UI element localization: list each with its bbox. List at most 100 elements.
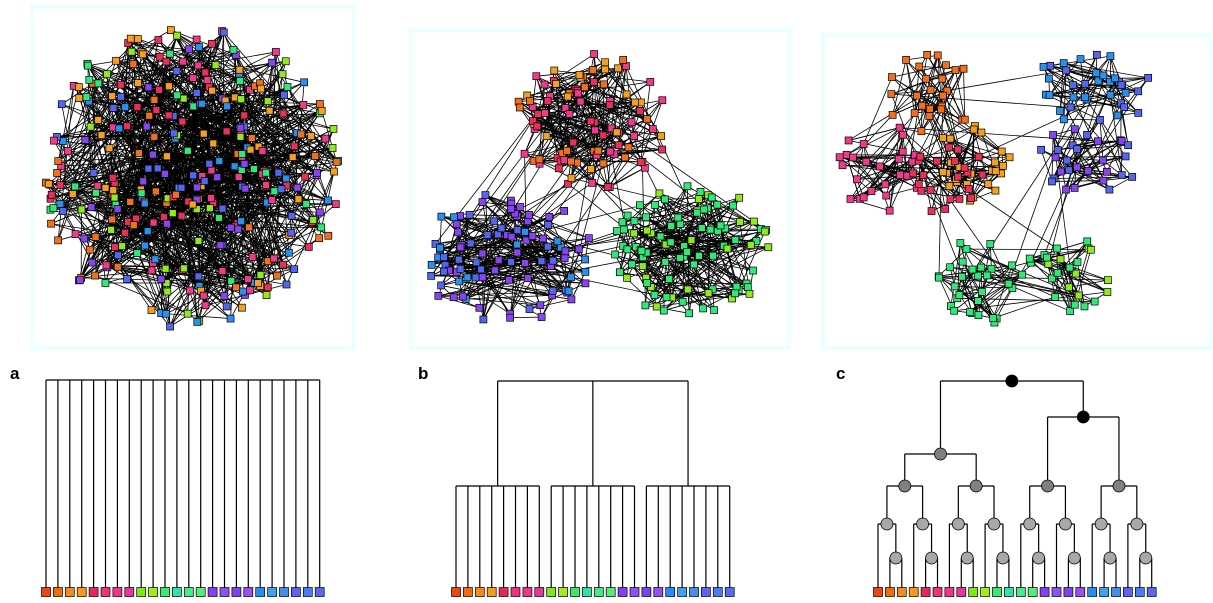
network-node [946,263,954,272]
tree-internal-node [1067,551,1081,565]
network-node [926,105,934,113]
network-node [123,275,131,283]
network-node [281,57,290,66]
network-node [1121,88,1130,97]
network-node [197,99,206,108]
network-node [882,191,891,200]
network-node [599,131,608,140]
network-node [166,49,174,58]
tree-internal-node [987,517,1001,531]
network-node [544,220,552,229]
network-node [93,181,102,190]
network-node [540,80,549,89]
leaf-node [219,587,230,597]
network-node [75,83,83,91]
network-node [1117,171,1126,179]
network-node [1069,93,1078,102]
network-node [205,204,214,213]
network-node [123,122,131,131]
network-node [235,65,244,74]
network-node [229,45,238,54]
network-node [1051,153,1060,162]
network-node [619,56,628,64]
network-node [147,306,156,314]
network-node [143,227,152,236]
network-node [630,229,638,238]
network-node [140,199,149,208]
network-nodes [835,50,1153,327]
network-node [1103,288,1112,296]
network-node [434,292,443,300]
network-node [247,134,256,142]
network-node [218,267,227,275]
network-node [200,177,209,185]
network-node [513,226,522,235]
network-node [723,244,732,253]
leaf-node [968,587,979,597]
network-node [313,169,321,177]
network-node [193,318,202,326]
network-node [507,258,515,266]
network-node [86,122,95,131]
leaf-node [112,587,123,597]
network-node [107,226,115,234]
network-node [1053,268,1062,277]
network-node [71,230,80,238]
network-node [481,191,490,199]
network-node [977,128,986,137]
network-node [710,306,718,314]
network-node [683,182,692,191]
network-node [112,56,120,65]
network-node [621,153,629,162]
network-node [81,136,90,144]
network-node [636,106,644,115]
network-node [437,281,445,290]
leaf-node [195,587,206,597]
network-node [647,283,656,292]
network-node [736,217,744,226]
network-node [750,217,758,226]
leaf-node [641,587,652,597]
leaf-node [1051,587,1062,597]
network-node [307,132,315,140]
network-node [513,240,521,249]
network-node [133,35,142,43]
network-node [601,65,609,74]
network-node [265,106,274,115]
leaf-node [956,587,967,597]
network-node [172,190,180,199]
network-node [254,142,263,151]
network-node [1092,69,1101,77]
network-node [1056,255,1065,264]
leaf-node [896,587,907,597]
network-node [82,93,91,101]
network-node [662,293,671,302]
network-node [942,61,950,70]
network-node [732,282,741,291]
network-node [150,132,159,141]
leaf-node [1015,587,1026,597]
dendrogram-b [450,370,780,603]
tree-internal-node [1112,479,1126,493]
network-node [894,155,903,163]
network-node [1053,146,1062,154]
network-node [483,231,492,239]
network-node [279,109,288,118]
network-node [166,26,175,34]
network-node [222,302,231,311]
network-node [648,125,657,133]
network-node [218,204,227,213]
network-node [607,124,616,133]
leaf-node [183,587,194,597]
network-node [101,279,110,287]
leaf-node [136,587,147,597]
network-node [1080,302,1089,311]
network-node [853,175,861,184]
network-node [1081,93,1089,102]
network-node [97,131,106,139]
network-node [908,157,917,166]
network-node [1048,177,1056,186]
network-node [449,293,458,302]
network-node [54,157,63,166]
network-node [108,173,117,182]
